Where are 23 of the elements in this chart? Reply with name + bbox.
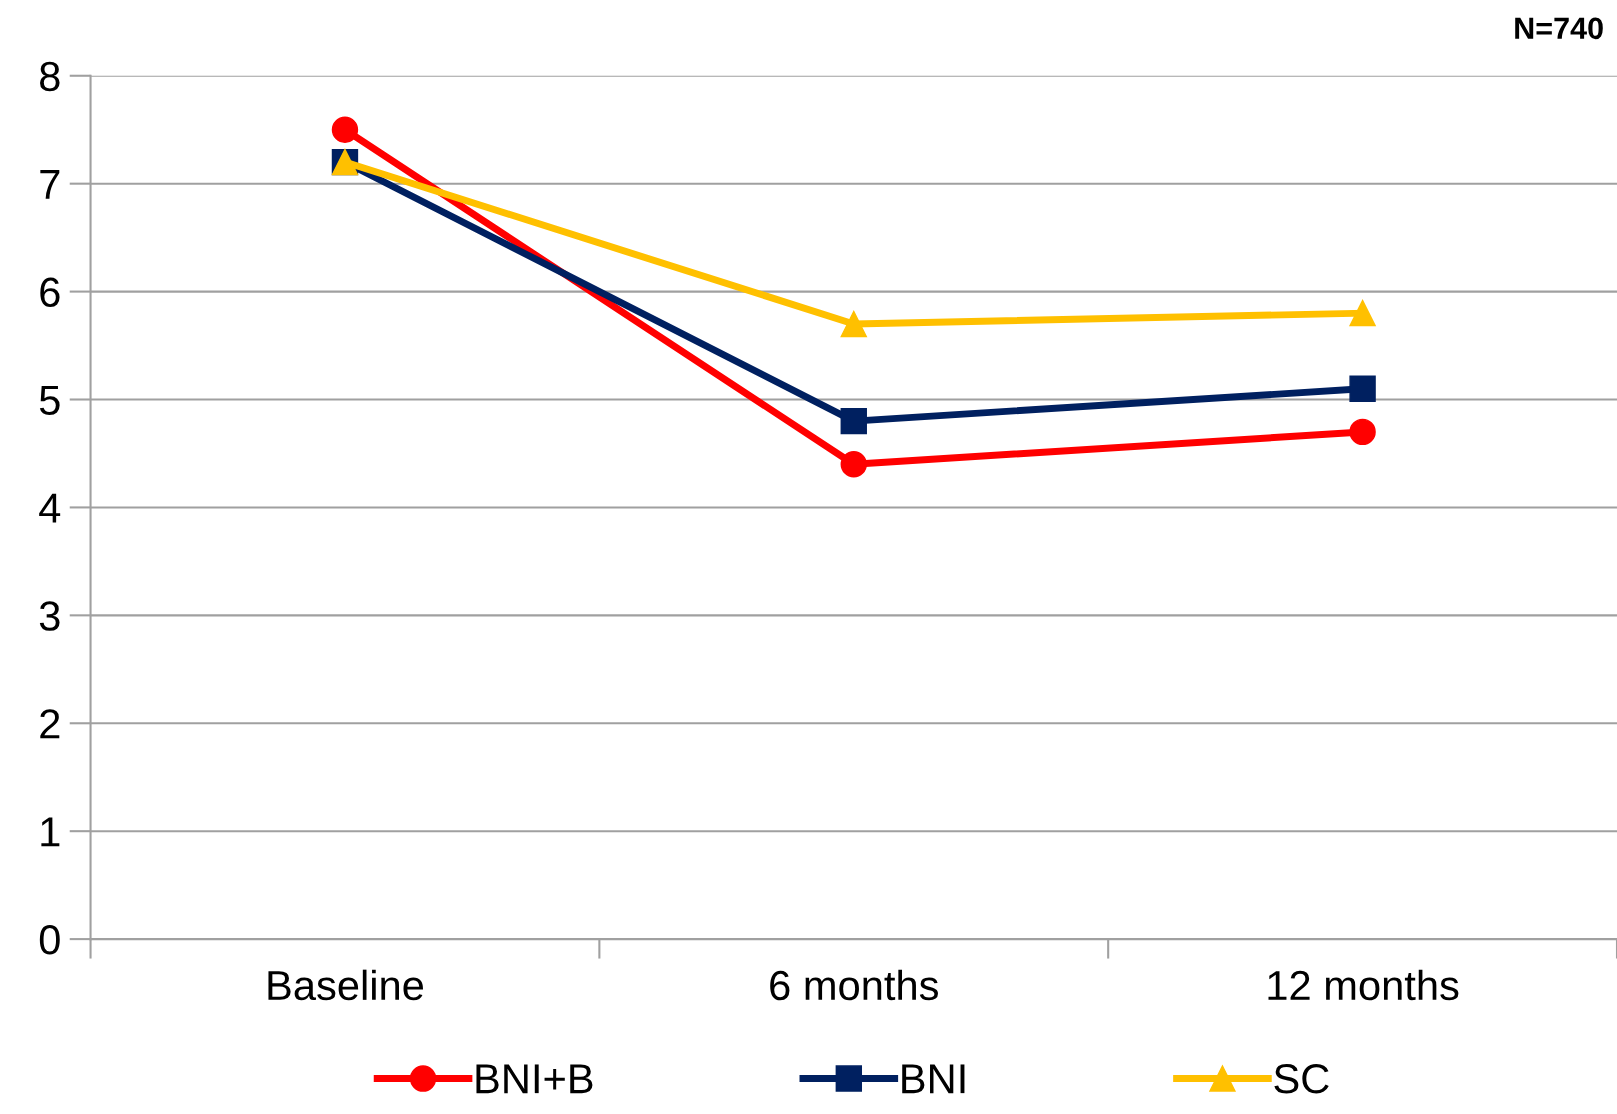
legend-label: SC — [1274, 1064, 1329, 1094]
point — [331, 116, 359, 143]
y-tick-label: 1 — [41, 817, 60, 847]
legend-label: BNI+B — [476, 1064, 593, 1094]
point — [840, 451, 867, 478]
point — [1349, 375, 1376, 402]
y-tick-label: 0 — [39, 925, 60, 955]
x-tick-label: 6 months — [770, 969, 938, 1001]
point — [840, 407, 867, 435]
y-tick-label: 6 — [40, 277, 60, 308]
y-tick-label: 7 — [40, 170, 60, 199]
y-tick-label: 5 — [39, 385, 60, 416]
legend-label: BNI — [902, 1064, 965, 1094]
point — [1349, 418, 1376, 446]
x-tick-label: Baseline — [268, 969, 424, 1001]
y-tick-label: 8 — [40, 61, 60, 92]
point — [840, 310, 867, 338]
y-tick-label: 2 — [40, 709, 60, 739]
y-tick-label: 4 — [39, 493, 61, 523]
text: N=740 — [1515, 17, 1603, 40]
point — [1349, 299, 1376, 327]
y-tick-label: 3 — [39, 601, 60, 631]
x-tick-label: 12 months — [1268, 969, 1459, 1001]
